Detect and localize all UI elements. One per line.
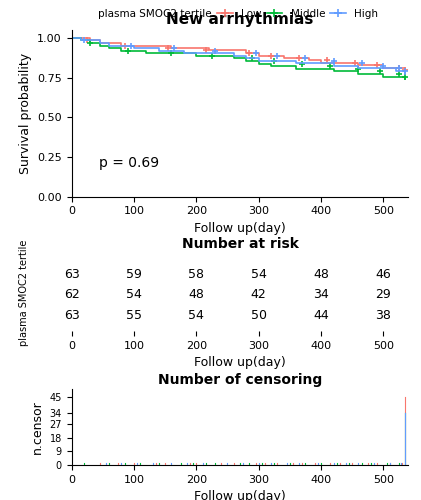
Text: 38: 38 [376, 309, 392, 322]
Text: p = 0.69: p = 0.69 [99, 156, 159, 170]
Text: 62: 62 [64, 288, 80, 302]
Legend: plasma SMOC2 tertile, Low, Middle, High: plasma SMOC2 tertile, Low, Middle, High [70, 5, 382, 23]
Text: 50: 50 [250, 309, 266, 322]
Text: 44: 44 [313, 309, 329, 322]
Text: plasma SMOC2 tertile: plasma SMOC2 tertile [19, 240, 29, 346]
Text: 54: 54 [188, 309, 204, 322]
Y-axis label: n.censor: n.censor [31, 400, 44, 454]
Title: New arrhythmias: New arrhythmias [166, 12, 314, 28]
Y-axis label: Survival probability: Survival probability [19, 53, 32, 174]
Text: 55: 55 [126, 309, 142, 322]
Text: 54: 54 [251, 268, 266, 280]
X-axis label: Follow up(day): Follow up(day) [194, 222, 286, 235]
Text: 58: 58 [188, 268, 204, 280]
Text: Number at risk: Number at risk [181, 238, 298, 252]
Text: 54: 54 [126, 288, 142, 302]
X-axis label: Follow up(day): Follow up(day) [194, 490, 286, 500]
Title: Number of censoring: Number of censoring [158, 372, 322, 386]
Text: 48: 48 [188, 288, 204, 302]
Text: 63: 63 [64, 268, 80, 280]
Text: 46: 46 [376, 268, 391, 280]
Text: 34: 34 [313, 288, 329, 302]
Text: 48: 48 [313, 268, 329, 280]
Text: 59: 59 [126, 268, 142, 280]
X-axis label: Follow up(day): Follow up(day) [194, 356, 286, 369]
Text: 29: 29 [376, 288, 391, 302]
Text: 63: 63 [64, 309, 80, 322]
Text: 42: 42 [251, 288, 266, 302]
